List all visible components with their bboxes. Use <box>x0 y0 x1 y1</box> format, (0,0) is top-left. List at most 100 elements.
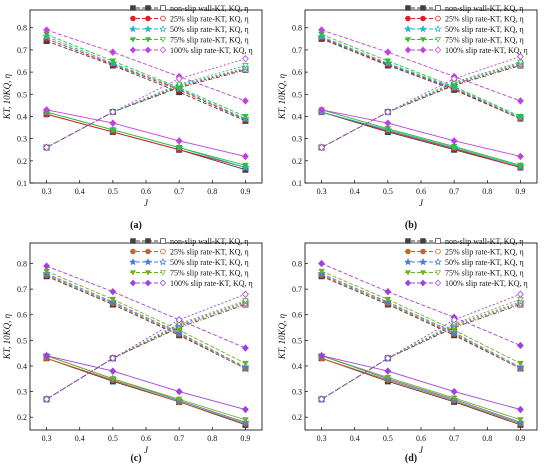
legend-marker-eta <box>160 270 166 276</box>
legend-marker-kq <box>419 279 427 287</box>
x-tick-label: 0.5 <box>383 434 393 443</box>
y-tick-label: 0.2 <box>17 413 27 422</box>
legend-entry: non-slip wall-KT, KQ, η <box>445 4 523 13</box>
legend-marker-kt <box>404 46 412 54</box>
legend-entry: 25% slip rate-KT, KQ, η <box>170 248 249 257</box>
legend-marker-eta <box>159 257 167 266</box>
legend-entry: 100% slip rate-KT, KQ, η <box>170 279 253 288</box>
legend-marker-kq <box>420 5 426 11</box>
series-5-KT-point <box>318 352 325 360</box>
x-tick-label: 0.4 <box>350 187 360 196</box>
series-5-KQ10-point <box>517 97 524 105</box>
series-5-KQ10-point <box>43 262 50 270</box>
chart-panel-4: 0.3 0.4 0.5 0.6 0.7 0.8 0.9 0.2 0.3 0.4 0.5 0.6 0.7 0… <box>277 237 538 464</box>
y-axis-label: KT, 10KQ, η <box>2 313 12 360</box>
series-3-KQ10-point <box>241 362 250 371</box>
y-tick-label: 0.3 <box>292 388 302 397</box>
series-5-eta-point <box>384 354 392 362</box>
series-4-eta-line <box>321 298 521 400</box>
x-axis-label: J <box>144 198 149 208</box>
series-5-KQ10-point <box>318 26 325 34</box>
series-5-eta-point <box>517 290 524 298</box>
series-5-eta-point <box>450 75 458 83</box>
series-4-KT-line <box>321 109 521 166</box>
series-5-eta-point <box>318 395 325 403</box>
x-tick-label: 0.7 <box>174 434 184 443</box>
series-3-eta-line <box>46 301 246 400</box>
legend-marker-kt <box>404 24 412 33</box>
series-4-KT-line <box>321 355 521 421</box>
x-tick-label: 0.3 <box>42 434 52 443</box>
x-tick-label: 0.4 <box>75 187 85 196</box>
series-4-KQ10-point <box>175 327 183 334</box>
legend-entry: 100% slip rate-KT, KQ, η <box>170 46 253 55</box>
legend-marker-kq <box>145 238 151 244</box>
series-5-eta-line <box>46 293 246 400</box>
series-5-eta-point <box>242 290 249 298</box>
series-4-KT-point <box>242 162 249 169</box>
series-4-KT-line <box>46 111 246 166</box>
series-3-KT-line <box>321 111 521 167</box>
series-1-KT-line <box>321 111 521 168</box>
series-5-KT-point <box>242 152 249 161</box>
panel-label: (c) <box>130 453 141 464</box>
legend-marker-kt <box>130 37 136 43</box>
x-tick-label: 0.9 <box>515 187 525 196</box>
series-5-KQ10-line <box>321 29 521 102</box>
x-tick-label: 0.9 <box>240 187 250 196</box>
legend-entry: non-slip wall-KT, KQ, η <box>170 237 248 246</box>
series-5-KT-line <box>46 109 246 157</box>
x-tick-label: 0.7 <box>174 187 184 196</box>
series-1-eta-line <box>321 304 521 400</box>
series-5-KQ10-line <box>321 263 521 346</box>
series-4-eta-point <box>242 62 249 69</box>
series-5-eta-point <box>109 354 117 362</box>
legend-marker-kt <box>130 5 136 11</box>
x-axis-label: J <box>419 445 424 455</box>
legend-marker-kt <box>129 257 137 266</box>
x-tick-label: 0.6 <box>416 434 426 443</box>
series-4-eta-line <box>46 300 246 400</box>
series-5-KQ10-line <box>46 29 246 102</box>
series-5-eta-point <box>384 108 392 116</box>
x-axis-label: J <box>419 198 424 208</box>
series-5-KQ10-point <box>242 97 249 105</box>
x-tick-label: 0.3 <box>317 434 327 443</box>
x-tick-label: 0.6 <box>416 187 426 196</box>
legend-marker-eta <box>160 37 166 43</box>
series-4-KQ10-point <box>450 327 458 334</box>
legend-marker-kq <box>420 37 426 43</box>
series-5-eta-point <box>318 143 325 152</box>
x-tick-label: 0.6 <box>141 187 151 196</box>
series-5-KT-line <box>46 355 246 410</box>
y-tick-label: 0.3 <box>292 135 302 144</box>
series-5-eta-line <box>321 293 521 400</box>
series-4-KQ10-point <box>384 296 392 303</box>
legend-marker-kt <box>405 5 411 11</box>
legend-marker-kq <box>144 279 152 287</box>
panel-label: (a) <box>130 220 142 231</box>
legend-marker-kt <box>130 15 136 22</box>
legend-marker-eta <box>160 5 166 11</box>
series-5-KT-point <box>43 352 50 360</box>
series-5-eta-point <box>517 52 524 61</box>
y-tick-label: 0.8 <box>292 259 302 268</box>
legend-marker-eta <box>435 37 441 43</box>
legend-marker-kq <box>145 15 151 22</box>
series-5-KQ10-point <box>43 26 50 34</box>
y-tick-label: 0.3 <box>17 135 27 144</box>
x-tick-label: 0.3 <box>317 187 327 196</box>
legend-marker-kq <box>145 270 151 276</box>
legend-marker-kt <box>129 24 137 33</box>
series-4-KQ10-point <box>109 296 117 303</box>
series-3-KQ10-line <box>46 273 246 368</box>
series-5-KT-point <box>450 137 458 145</box>
y-tick-label: 0.8 <box>292 24 302 33</box>
legend-marker-kt <box>405 238 411 244</box>
series-5-eta-line <box>46 58 246 148</box>
series-5-KQ10-point <box>109 48 117 56</box>
series-4-KT-point <box>517 417 524 424</box>
legend-marker-kq <box>419 257 427 266</box>
y-tick-label: 0.7 <box>17 285 27 294</box>
series-1-KT-line <box>46 357 246 426</box>
